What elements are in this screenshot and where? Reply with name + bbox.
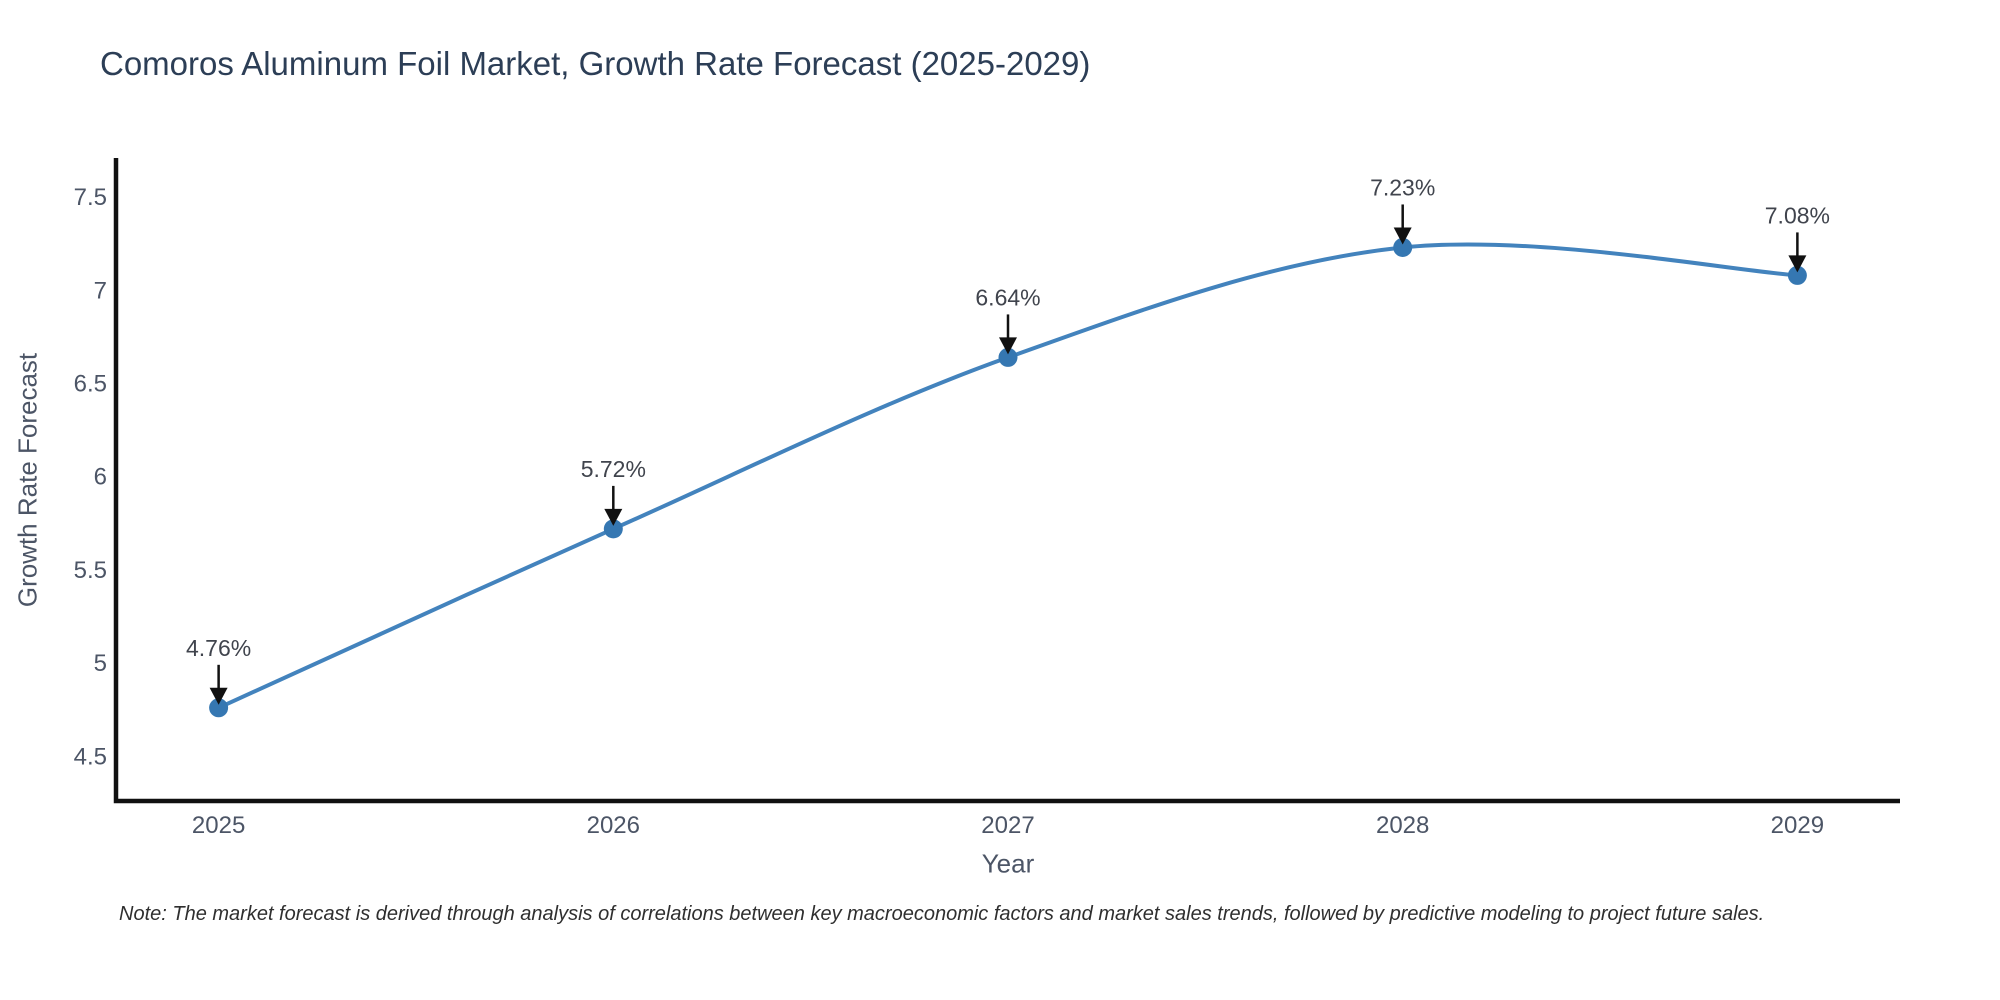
series-line	[216, 242, 1800, 710]
y-tick-label: 5.5	[74, 557, 107, 584]
annotation-arrowhead	[1393, 227, 1412, 245]
annotation-arrowhead	[209, 687, 228, 705]
annotation-arrowhead	[604, 508, 623, 526]
x-tick-label: 2027	[981, 812, 1034, 839]
annotation-arrowhead	[1788, 255, 1807, 273]
annotation-arrowhead	[999, 337, 1017, 355]
x-axis-title: Year	[981, 848, 1035, 879]
annotation-label: 7.23%	[1370, 174, 1435, 200]
x-tick-label: 2025	[192, 812, 245, 839]
y-tick-label: 6.5	[74, 371, 107, 398]
annotation-label: 7.08%	[1765, 202, 1830, 228]
annotation-label: 6.64%	[975, 284, 1040, 310]
y-tick-label: 6	[94, 464, 107, 491]
data-point[interactable]	[603, 519, 623, 539]
y-tick-label: 7.5	[74, 184, 107, 211]
y-tick-label: 5	[94, 650, 107, 677]
x-tick-label: 2028	[1376, 812, 1429, 839]
data-point[interactable]	[1393, 237, 1413, 257]
data-point[interactable]	[209, 698, 229, 718]
data-point[interactable]	[1787, 265, 1807, 285]
chart-title: Comoros Aluminum Foil Market, Growth Rat…	[100, 45, 1091, 82]
annotation-label: 5.72%	[581, 456, 646, 482]
y-tick-label: 4.5	[74, 743, 107, 770]
x-tick-label: 2029	[1771, 812, 1824, 839]
x-tick-label: 2026	[587, 812, 640, 839]
data-point[interactable]	[998, 347, 1018, 367]
annotation-label: 4.76%	[186, 635, 251, 661]
footnote: Note: The market forecast is derived thr…	[119, 903, 1765, 925]
y-tick-label: 7	[94, 277, 107, 304]
axis-lines	[113, 158, 1900, 804]
